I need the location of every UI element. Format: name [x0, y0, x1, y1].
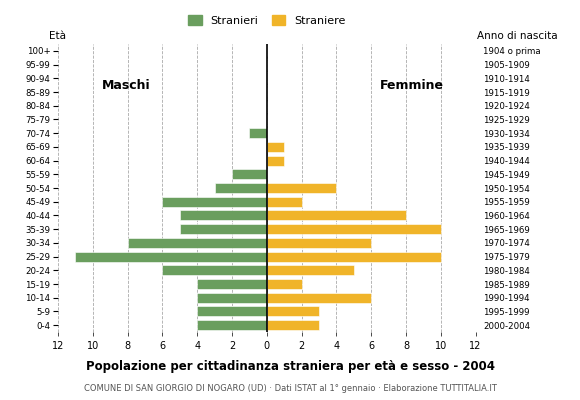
Bar [267, 293, 371, 303]
Text: Femmine: Femmine [380, 79, 444, 92]
Bar [180, 210, 267, 220]
Text: Popolazione per cittadinanza straniera per età e sesso - 2004: Popolazione per cittadinanza straniera p… [85, 360, 495, 373]
Bar [267, 306, 319, 316]
Text: COMUNE DI SAN GIORGIO DI NOGARO (UD) · Dati ISTAT al 1° gennaio · Elaborazione T: COMUNE DI SAN GIORGIO DI NOGARO (UD) · D… [84, 384, 496, 393]
Bar [267, 238, 371, 248]
Bar [267, 197, 302, 207]
Bar [267, 183, 336, 193]
Text: Maschi: Maschi [102, 79, 150, 92]
Bar [197, 320, 267, 330]
Bar [162, 197, 267, 207]
Bar [267, 142, 284, 152]
Bar [162, 265, 267, 275]
Bar [267, 320, 319, 330]
Bar [267, 210, 406, 220]
Bar [232, 169, 267, 179]
Text: Anno di nascita: Anno di nascita [477, 31, 558, 41]
Bar [215, 183, 267, 193]
Bar [197, 293, 267, 303]
Bar [267, 224, 441, 234]
Bar [267, 252, 441, 262]
Bar [267, 265, 354, 275]
Bar [180, 224, 267, 234]
Text: Età: Età [49, 31, 67, 41]
Bar [197, 279, 267, 289]
Bar [197, 306, 267, 316]
Bar [267, 156, 284, 166]
Bar [128, 238, 267, 248]
Bar [75, 252, 267, 262]
Bar [267, 279, 302, 289]
Legend: Stranieri, Straniere: Stranieri, Straniere [185, 12, 349, 29]
Bar [249, 128, 267, 138]
